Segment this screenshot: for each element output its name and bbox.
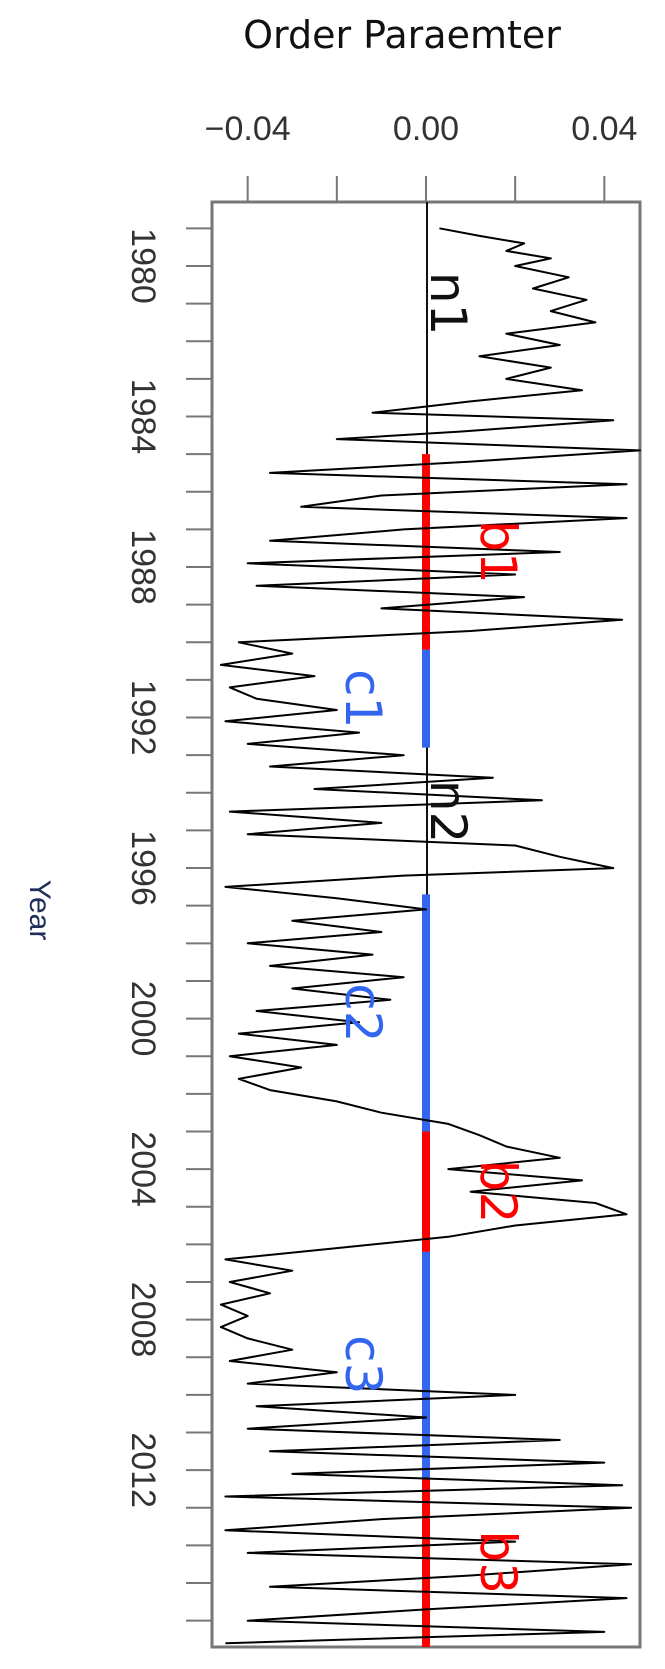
- y-axis-label: Year: [23, 880, 56, 941]
- x-axis-top: −0.04 0.00 0.04: [205, 110, 637, 202]
- y-tick-label: 2000: [124, 981, 162, 1057]
- y-tick-label: 1984: [124, 379, 162, 455]
- y-axis-left: 1980 1984 1988 1992 1996 2000 2004 2008 2012: [124, 227, 212, 1622]
- y-tick-label: 1980: [124, 228, 162, 304]
- segment-labels: b1 c1 c2 b2 c3 b3: [334, 520, 527, 1594]
- series: [219, 227, 641, 1645]
- y-tick-label: 2004: [124, 1131, 162, 1207]
- segment-label-b1: b1: [469, 520, 527, 584]
- y-tick-label: 1996: [124, 830, 162, 906]
- series-line-0: [219, 227, 641, 1645]
- x-tick-label: 0.04: [571, 110, 637, 148]
- segment-label-b2: b2: [469, 1160, 527, 1224]
- annotations: n1 n2: [419, 272, 477, 844]
- annotation-n2: n2: [419, 780, 477, 844]
- x-tick-label: −0.04: [205, 110, 291, 148]
- annotation-n1: n1: [419, 272, 477, 336]
- y-tick-label: 2008: [124, 1282, 162, 1358]
- y-tick-label: 2012: [124, 1432, 162, 1508]
- y-tick-label: 1988: [124, 529, 162, 605]
- segment-label-c2: c2: [334, 983, 392, 1042]
- segment-label-b3: b3: [469, 1531, 527, 1595]
- segment-label-c3: c3: [334, 1335, 392, 1394]
- chart-title: Order Paraemter: [243, 13, 561, 57]
- x-tick-label: 0.00: [393, 110, 459, 148]
- y-tick-label: 1992: [124, 680, 162, 756]
- segment-label-c1: c1: [334, 669, 392, 728]
